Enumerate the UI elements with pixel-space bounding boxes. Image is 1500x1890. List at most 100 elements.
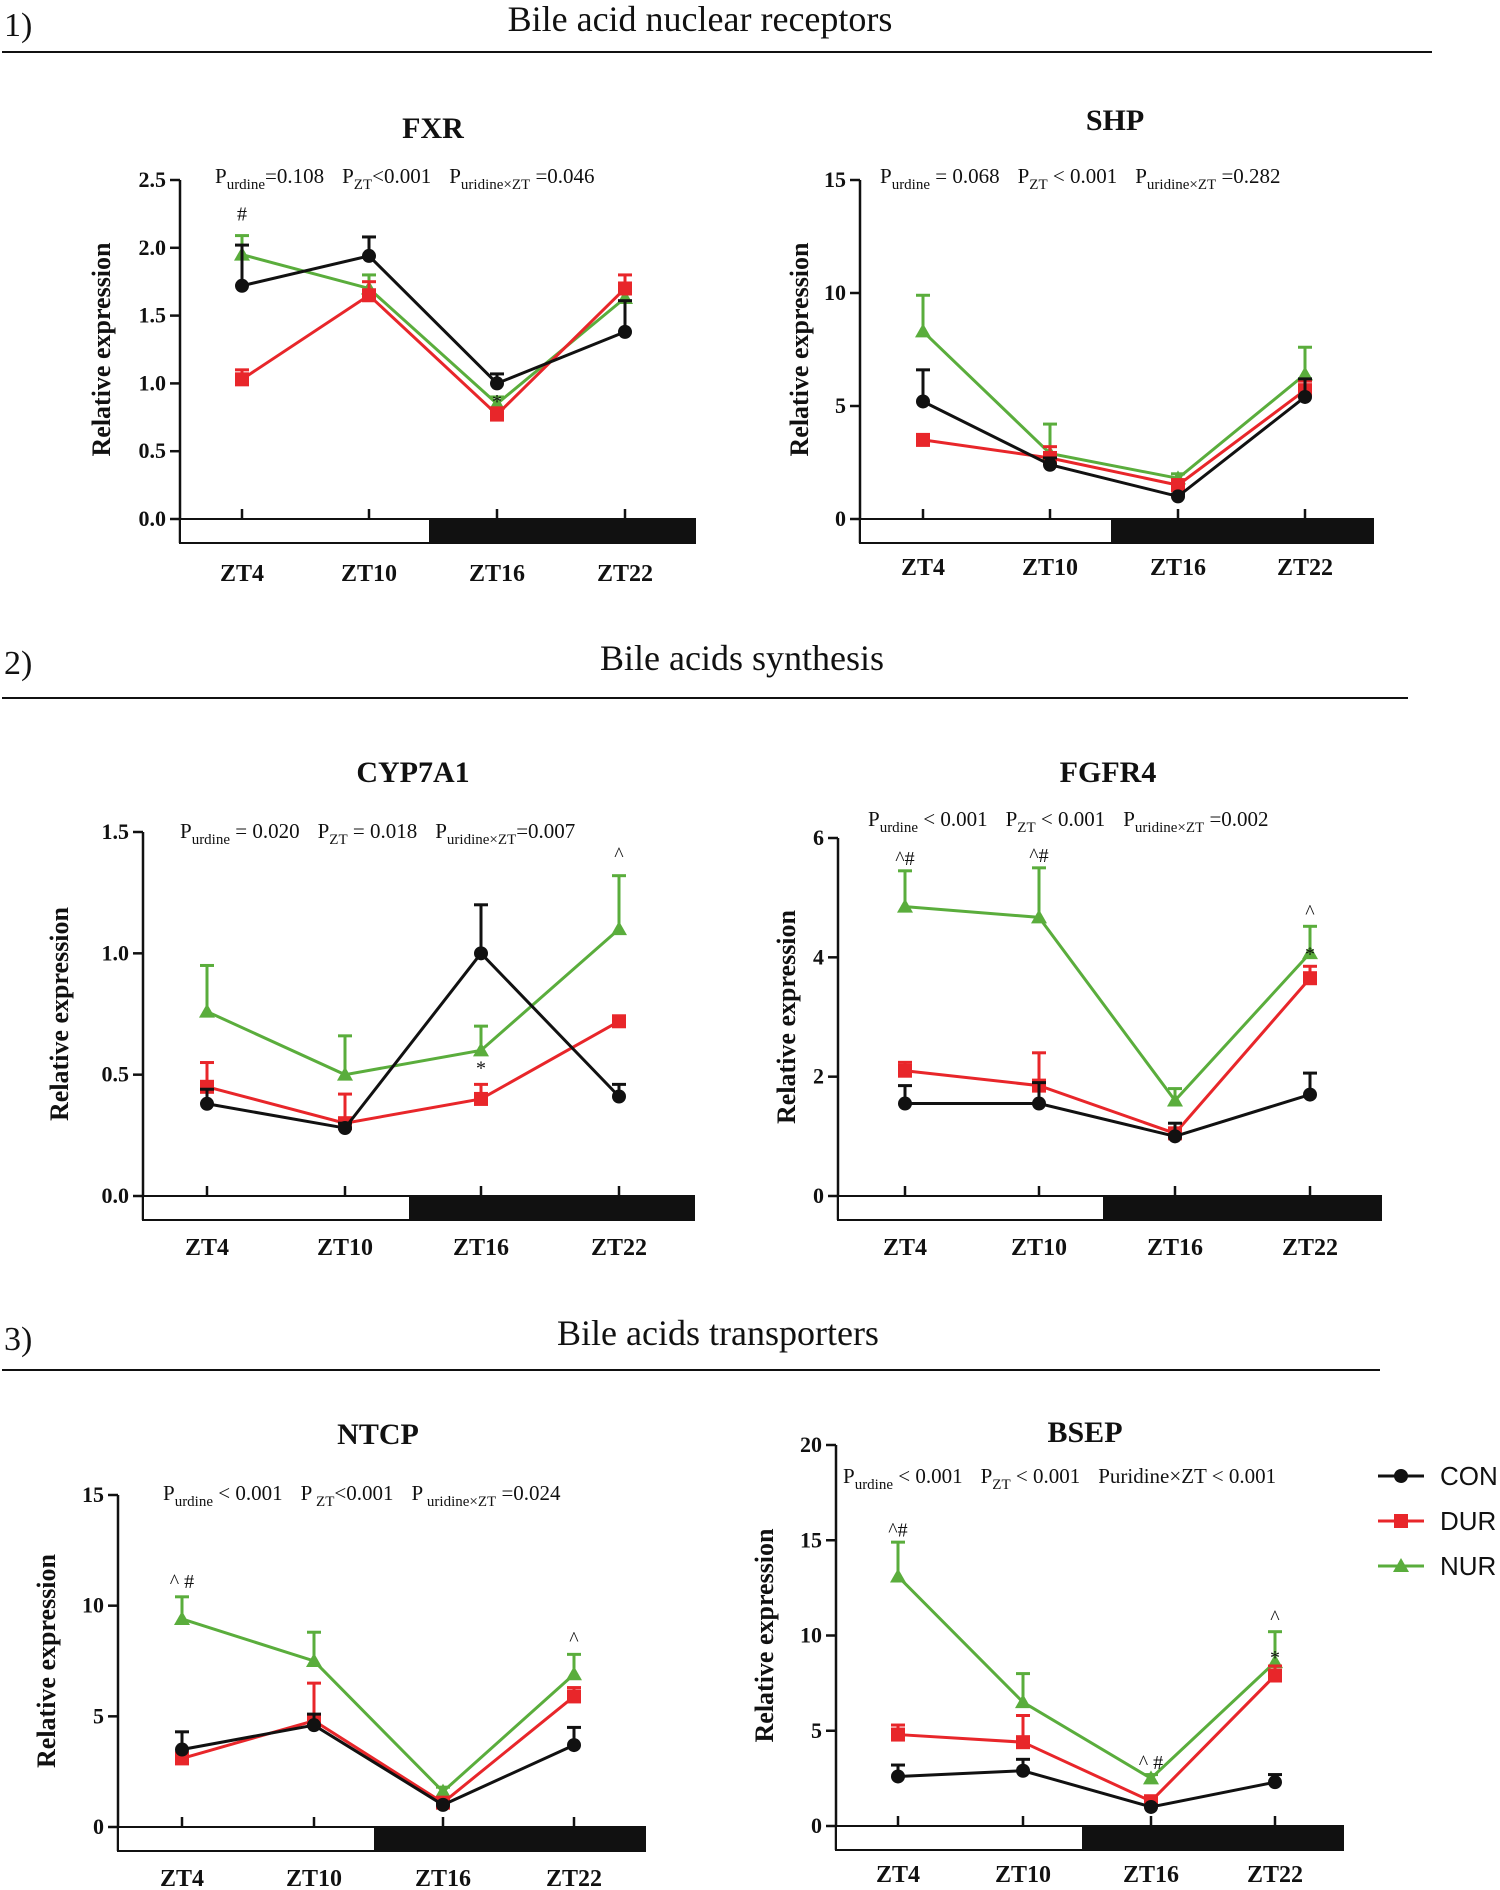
series-line [241, 254, 626, 386]
y-tick-label: 2.5 [139, 167, 167, 192]
significance-mark: * [1305, 943, 1315, 965]
y-tick-label: 1.5 [102, 819, 130, 844]
stat-value: =0.002 [1204, 807, 1268, 831]
data-point [916, 432, 930, 447]
data-point [1297, 366, 1313, 381]
x-tick-label: ZT4 [876, 1862, 920, 1888]
stat-p: P [1135, 164, 1147, 188]
data-point [618, 324, 632, 339]
stat-value: <0.001 [372, 164, 431, 188]
light-phase-bar [142, 1195, 411, 1221]
y-axis-label: Relative expression [785, 242, 814, 457]
data-point [1032, 1096, 1046, 1111]
data-point [362, 248, 376, 263]
data-point [436, 1797, 450, 1812]
stat-subscript: urdine [175, 1494, 214, 1510]
y-axis-label: Relative expression [87, 242, 116, 457]
stat-p: P [868, 807, 880, 831]
x-tick-label: ZT10 [317, 1235, 373, 1261]
dark-phase-bar [1111, 518, 1374, 544]
significance-mark: ^# [895, 848, 914, 870]
data-point [1302, 945, 1318, 960]
data-point [473, 1042, 489, 1057]
data-point [567, 1738, 581, 1753]
data-point [235, 372, 249, 387]
stat-p: P [342, 164, 354, 188]
section-title: Bile acids transporters [557, 1313, 879, 1353]
legend-marker-nur [1393, 1558, 1409, 1572]
stat-subscript: urdine [855, 1477, 894, 1493]
y-axis-label: Relative expression [750, 1528, 779, 1743]
stat-p: P [411, 1481, 423, 1505]
x-tick-label: ZT10 [995, 1862, 1051, 1888]
significance-mark: ^ [1305, 902, 1315, 924]
y-tick-label: 20 [800, 1432, 822, 1457]
series-con [200, 903, 626, 1136]
series-line [922, 395, 1306, 499]
y-tick-label: 5 [93, 1703, 104, 1728]
series-line [181, 1723, 575, 1807]
section-number: 2) [4, 645, 32, 682]
stat-value: =0.007 [516, 819, 575, 843]
series-line [904, 977, 1312, 1136]
data-point [174, 1610, 190, 1625]
stat-p: Puridine×ZT [1098, 1464, 1207, 1488]
legend-label-nur: NUR [1440, 1551, 1496, 1581]
stat-subscript: ZT [992, 1477, 1010, 1493]
section-number: 3) [4, 1321, 32, 1358]
stat-value: < 0.001 [213, 1481, 283, 1505]
x-tick-label: ZT4 [185, 1235, 229, 1261]
dark-phase-bar [429, 518, 696, 544]
y-tick-label: 2.0 [139, 235, 167, 260]
data-point [338, 1121, 352, 1136]
data-point [362, 288, 376, 303]
stat-subscript: uridine×ZT [1147, 177, 1216, 193]
y-tick-label: 1.0 [102, 940, 130, 965]
stat-value: < 0.001 [1207, 1464, 1277, 1488]
series-nur [174, 1595, 582, 1798]
y-tick-label: 0 [811, 1813, 822, 1838]
significance-mark: * [492, 391, 502, 413]
legend: CON DUR NUR [1378, 1461, 1498, 1581]
y-tick-label: 10 [800, 1623, 822, 1648]
x-tick-label: ZT10 [286, 1866, 342, 1890]
light-phase-bar [837, 1195, 1105, 1221]
legend-item-nur: NUR [1378, 1551, 1496, 1581]
data-point [1144, 1799, 1158, 1814]
series-line [897, 1674, 1277, 1804]
y-tick-label: 6 [813, 825, 824, 850]
y-axis-label: Relative expression [772, 909, 801, 1124]
chart-title: NTCP [337, 1418, 419, 1451]
y-tick-label: 0.0 [102, 1183, 130, 1208]
stat-value: <0.001 [334, 1481, 393, 1505]
series-line [181, 1617, 576, 1794]
y-tick-label: 0.5 [139, 438, 167, 463]
stats-annotation: Purdine=0.108 PZT<0.001 Puridine×ZT =0.046 [215, 164, 595, 193]
dark-phase-bar [1082, 1825, 1344, 1851]
stats-annotation: Purdine = 0.068 PZT < 0.001 Puridine×ZT =0… [880, 164, 1281, 193]
y-tick-label: 10 [82, 1593, 104, 1618]
stat-p: P [163, 1481, 175, 1505]
data-point [916, 394, 930, 409]
data-point [1168, 1129, 1182, 1144]
stat-p: P [1006, 807, 1018, 831]
series-nur [897, 866, 1318, 1107]
stat-p: P [981, 1464, 993, 1488]
stat-value: =0.108 [265, 164, 324, 188]
legend-label-con: CON [1440, 1461, 1498, 1491]
x-tick-label: ZT16 [1147, 1235, 1203, 1261]
data-point [612, 1014, 626, 1029]
stat-p: P [1123, 807, 1135, 831]
section-title: Bile acids synthesis [600, 638, 884, 678]
data-point [890, 1568, 906, 1583]
data-point [1043, 457, 1057, 472]
x-tick-label: ZT10 [341, 561, 397, 587]
series-dur [175, 1681, 581, 1810]
significance-mark: ^ [614, 844, 624, 866]
stat-subscript: uridine×ZT [423, 1494, 496, 1510]
series-con [235, 235, 632, 391]
y-tick-label: 5 [811, 1718, 822, 1743]
